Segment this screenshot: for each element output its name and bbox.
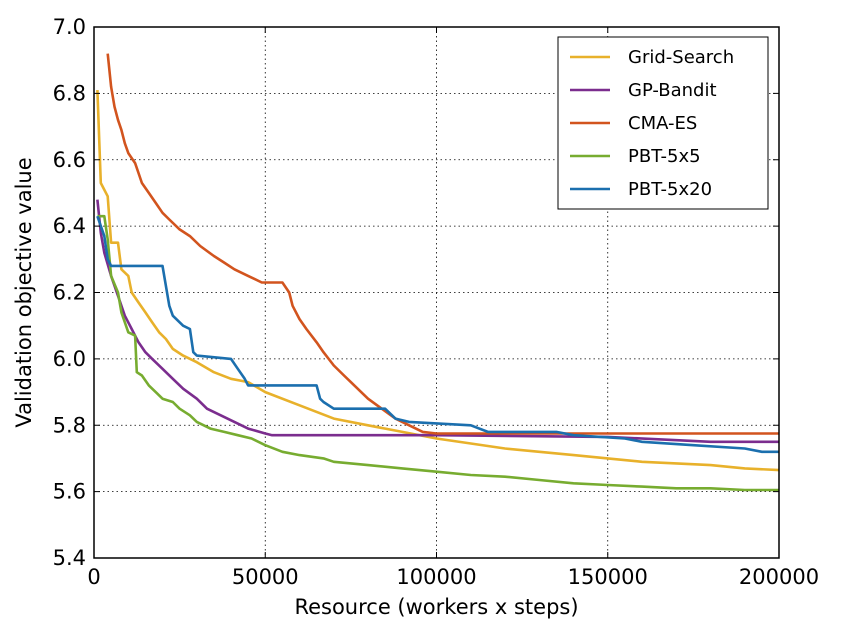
grid-lines [94,27,779,558]
legend-label-pbt-5x20: PBT-5x20 [628,179,712,200]
y-tick-label: 5.4 [53,546,86,570]
legend-label-cma-es: CMA-ES [628,113,697,134]
y-tick-label: 6.8 [53,81,86,105]
series-line-pbt-5x20 [96,215,779,454]
y-tick-label: 6.0 [53,347,86,371]
series-line-cma-es [106,53,779,435]
series-group [96,53,780,492]
y-tick-label: 6.4 [53,214,86,238]
x-axis-label: Resource (workers x steps) [294,595,578,619]
y-tick-label: 5.8 [53,413,86,437]
legend-label-grid-search: Grid-Search [628,47,734,68]
x-tick-label: 150000 [568,565,648,589]
x-tick-label: 200000 [739,565,819,589]
legend-label-pbt-5x5: PBT-5x5 [628,146,701,167]
x-tick-label: 100000 [396,565,476,589]
axis-ticks: 0 50000 100000 150000 200000 5.4 5.6 5.8 6.0 6.2 6… [53,15,819,589]
y-tick-label: 5.6 [53,480,86,504]
legend-label-gp-bandit: GP-Bandit [628,80,717,101]
x-tick-label: 0 [87,565,100,589]
x-tick-label: 50000 [232,565,299,589]
y-tick-label: 7.0 [53,15,86,39]
y-tick-label: 6.6 [53,148,86,172]
y-tick-label: 6.2 [53,281,86,305]
series-line-pbt-5x5 [97,214,779,492]
legend: Grid-Search GP-Bandit CMA-ES PBT-5x5 PBT-5x2… [557,36,769,210]
series-line-grid-search [96,90,780,472]
y-axis-label: Validation objective value [12,157,36,427]
